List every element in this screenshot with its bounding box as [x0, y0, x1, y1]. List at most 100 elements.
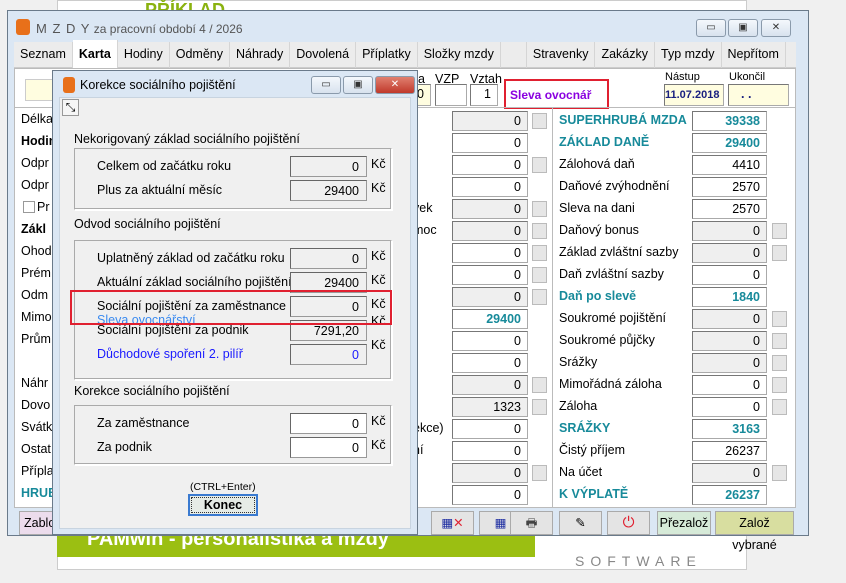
tab-stravenky[interactable]: Stravenky: [527, 42, 596, 68]
right-field[interactable]: 2570: [692, 177, 767, 197]
print-icon[interactable]: 🖶: [510, 511, 553, 535]
left-label: Ohod: [21, 244, 52, 258]
dots-button[interactable]: [772, 465, 787, 481]
dots-button[interactable]: [532, 267, 547, 283]
tab-zakázky[interactable]: Zakázky: [595, 42, 656, 68]
dots-button[interactable]: [532, 289, 547, 305]
middle-field[interactable]: 0: [452, 133, 528, 153]
middle-field[interactable]: 29400: [452, 309, 528, 329]
middle-field[interactable]: 0: [452, 155, 528, 175]
right-field[interactable]: 0: [692, 331, 767, 351]
close-button[interactable]: ✕: [761, 19, 791, 37]
dots-button[interactable]: [532, 399, 547, 415]
left-label: Mimo: [21, 310, 52, 324]
dialog-row-value: 29400: [290, 272, 367, 293]
dots-button[interactable]: [532, 377, 547, 393]
dots-button[interactable]: [772, 399, 787, 415]
right-field[interactable]: 0: [692, 243, 767, 263]
konec-button[interactable]: Konec: [188, 494, 258, 516]
right-field[interactable]: 0: [692, 463, 767, 483]
middle-field[interactable]: 0: [452, 177, 528, 197]
tab-karta[interactable]: Karta: [72, 40, 118, 68]
tab-složky-mzdy[interactable]: Složky mzdy: [418, 42, 501, 68]
right-field[interactable]: 26237: [692, 441, 767, 461]
maximize-button[interactable]: ▣: [728, 19, 758, 37]
dialog-close-button[interactable]: ✕: [375, 76, 415, 94]
dots-button[interactable]: [532, 113, 547, 129]
right-field[interactable]: 29400: [692, 133, 767, 153]
tab-nepřítom[interactable]: Nepřítom: [722, 42, 786, 68]
middle-field[interactable]: 0: [452, 243, 528, 263]
right-field[interactable]: 0: [692, 309, 767, 329]
resize-icon[interactable]: ⤡: [62, 99, 79, 116]
dialog-maximize-button[interactable]: ▣: [343, 76, 373, 94]
vztah-field[interactable]: 1: [470, 84, 498, 106]
dots-button[interactable]: [532, 157, 547, 173]
right-field[interactable]: 0: [692, 375, 767, 395]
right-label: Mimořádná záloha: [559, 377, 662, 391]
tab-typ-mzdy[interactable]: Typ mzdy: [655, 42, 722, 68]
right-field[interactable]: 1840: [692, 287, 767, 307]
checkbox[interactable]: [23, 201, 35, 213]
dots-button[interactable]: [532, 201, 547, 217]
middle-field[interactable]: 0: [452, 441, 528, 461]
nastup-field[interactable]: 11.07.2018: [664, 84, 724, 106]
right-field[interactable]: 0: [692, 221, 767, 241]
middle-field[interactable]: 0: [452, 287, 528, 307]
ukoncil-field[interactable]: . .: [728, 84, 789, 106]
dialog-app-icon: [63, 77, 75, 93]
dots-button[interactable]: [532, 245, 547, 261]
tab-náhrady[interactable]: Náhrady: [230, 42, 291, 68]
tab-dovolená[interactable]: Dovolená: [290, 42, 357, 68]
middle-label: ekce): [413, 421, 444, 435]
right-field[interactable]: 0: [692, 397, 767, 417]
tab-odměny[interactable]: Odměny: [170, 42, 230, 68]
right-field[interactable]: 0: [692, 265, 767, 285]
dots-button[interactable]: [772, 333, 787, 349]
dialog-row-value: 0: [290, 156, 367, 177]
dots-button[interactable]: [532, 465, 547, 481]
middle-field[interactable]: 0: [452, 463, 528, 483]
dots-button[interactable]: [532, 223, 547, 239]
middle-field[interactable]: 0: [452, 485, 528, 505]
middle-field[interactable]: 0: [452, 375, 528, 395]
middle-field[interactable]: 0: [452, 221, 528, 241]
right-field[interactable]: 26237: [692, 485, 767, 505]
right-field[interactable]: 2570: [692, 199, 767, 219]
middle-field[interactable]: 0: [452, 419, 528, 439]
middle-field[interactable]: 0: [452, 265, 528, 285]
right-field[interactable]: 3163: [692, 419, 767, 439]
dialog-row-value[interactable]: 0: [290, 437, 367, 458]
tab-příplatky[interactable]: Příplatky: [356, 42, 418, 68]
dots-button[interactable]: [772, 223, 787, 239]
dots-button[interactable]: [772, 311, 787, 327]
power-icon[interactable]: ⏻: [607, 511, 650, 535]
middle-field[interactable]: 1323: [452, 397, 528, 417]
dots-button[interactable]: [772, 245, 787, 261]
dialog-row-value: 29400: [290, 180, 367, 201]
currency-label: Kč: [371, 249, 386, 263]
dialog-minimize-button[interactable]: ▭: [311, 76, 341, 94]
zaloz-vybrane-button[interactable]: Založ vybrané: [715, 511, 794, 552]
middle-field[interactable]: 0: [452, 353, 528, 373]
delete-record-icon[interactable]: ▦✕: [431, 511, 474, 535]
dots-button[interactable]: [772, 377, 787, 393]
right-field[interactable]: 0: [692, 353, 767, 373]
right-field[interactable]: 39338: [692, 111, 767, 131]
prezaloz-button[interactable]: Přezalož: [657, 511, 711, 535]
dialog-row-value: 0: [290, 296, 367, 317]
edit-icon[interactable]: ✎: [559, 511, 602, 535]
minimize-button[interactable]: ▭: [696, 19, 726, 37]
left-label: Svátk: [21, 420, 53, 434]
middle-field[interactable]: 0: [452, 111, 528, 131]
vzp-field[interactable]: [435, 84, 467, 106]
tab-hodiny[interactable]: Hodiny: [118, 42, 170, 68]
middle-field[interactable]: 0: [452, 199, 528, 219]
right-label: Soukromé pojištění: [559, 311, 667, 325]
dialog-row-label[interactable]: Důchodové spoření 2. pilíř: [97, 347, 243, 361]
right-field[interactable]: 4410: [692, 155, 767, 175]
middle-field[interactable]: 0: [452, 331, 528, 351]
dialog-row-value[interactable]: 0: [290, 413, 367, 434]
tab-seznam[interactable]: Seznam: [14, 42, 73, 68]
dots-button[interactable]: [772, 355, 787, 371]
